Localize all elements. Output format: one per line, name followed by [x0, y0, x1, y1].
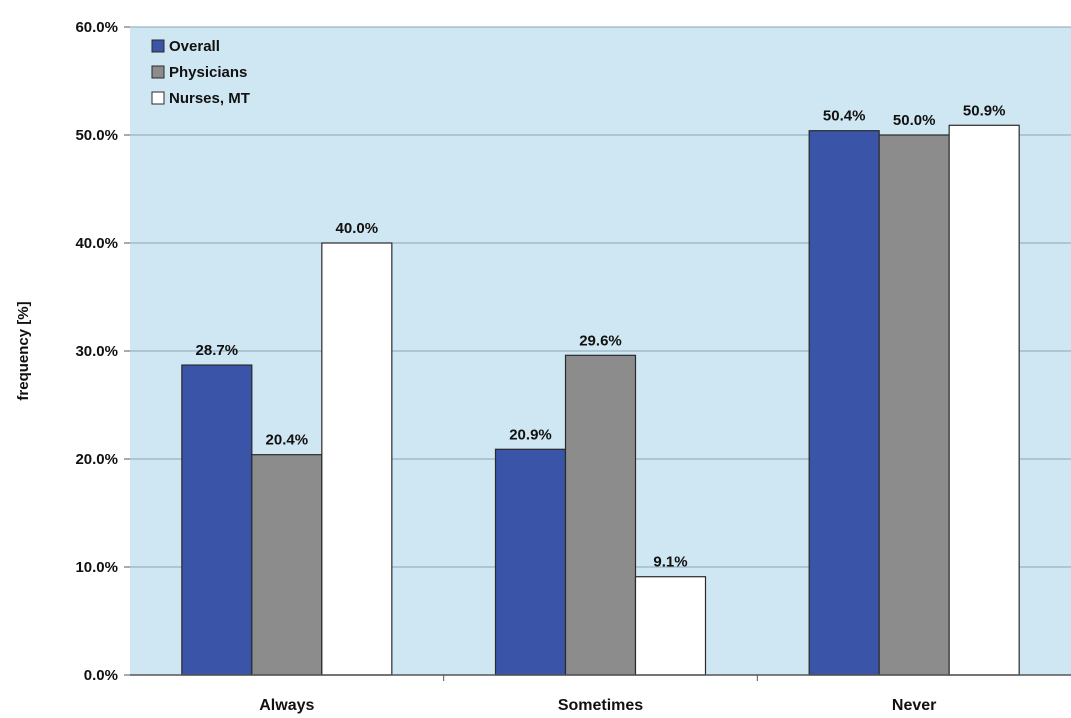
bar-nurses-mt [634, 576, 707, 676]
legend-swatch [151, 39, 165, 53]
data-label: 50.4% [823, 108, 866, 125]
y-tick-label: 60.0% [75, 19, 118, 36]
x-category-label: Never [892, 697, 936, 714]
y-tick-label: 0.0% [84, 667, 118, 684]
bar-physicians [564, 354, 637, 676]
y-tick-label: 50.0% [75, 127, 118, 144]
data-label: 50.9% [963, 102, 1006, 119]
legend-label: Overall [169, 38, 220, 55]
y-tick-label: 10.0% [75, 559, 118, 576]
legend-swatch [151, 91, 165, 105]
bar-overall [494, 448, 567, 676]
bar-overall [808, 130, 880, 676]
legend-label: Physicians [169, 64, 247, 81]
bar-nurses-mt [948, 124, 1020, 676]
bar-physicians [251, 454, 323, 676]
data-label: 9.1% [653, 554, 687, 571]
bar-physicians [878, 134, 950, 676]
y-tick-label: 20.0% [75, 451, 118, 468]
y-tick-label: 30.0% [75, 343, 118, 360]
legend-swatch [151, 65, 165, 79]
y-axis-title: frequency [%] [15, 301, 32, 400]
data-label: 28.7% [196, 342, 239, 359]
legend: Overall Physicians Nurses, MT [151, 38, 250, 107]
x-category-label: Always [259, 697, 314, 714]
x-category-label: Sometimes [558, 697, 643, 714]
data-label: 20.4% [266, 432, 309, 449]
x-axis-categories: Always Sometimes Never [259, 675, 936, 714]
data-label: 40.0% [336, 220, 379, 237]
legend-label: Nurses, MT [169, 90, 250, 107]
y-tick-label: 40.0% [75, 235, 118, 252]
data-label: 29.6% [579, 332, 622, 349]
data-label: 20.9% [509, 426, 552, 443]
data-labels: 28.7% 20.4% 40.0% 20.9% 29.6% 9.1% 50.4% 50.0% 5… [196, 102, 1006, 570]
bar-nurses-mt [321, 242, 393, 676]
bar-overall [181, 364, 253, 676]
y-axis-ticks: 0.0% 10.0% 20.0% 30.0% 40.0% 50.0% 60.0% [75, 19, 130, 684]
data-label: 50.0% [893, 112, 936, 129]
bars [181, 124, 1020, 676]
